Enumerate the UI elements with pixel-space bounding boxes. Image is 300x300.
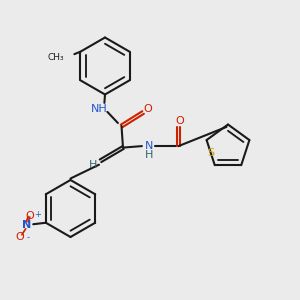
- Text: N: N: [22, 220, 31, 230]
- Text: O: O: [176, 116, 184, 126]
- Text: N: N: [145, 141, 153, 151]
- Text: O: O: [143, 104, 152, 115]
- Text: +: +: [34, 210, 41, 219]
- Text: CH₃: CH₃: [47, 52, 64, 62]
- Text: -: -: [26, 233, 29, 242]
- Text: O: O: [15, 232, 24, 242]
- Text: H: H: [145, 149, 153, 160]
- Text: S: S: [207, 148, 214, 158]
- Text: O: O: [25, 211, 34, 220]
- Text: H: H: [89, 160, 98, 170]
- Text: NH: NH: [91, 104, 107, 115]
